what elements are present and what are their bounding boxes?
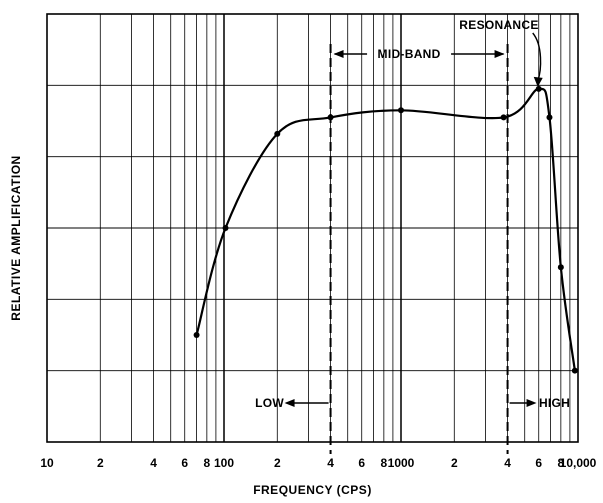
x-tick-label: 6 [358,456,365,470]
data-point [571,367,578,374]
data-point [274,130,281,137]
x-tick-label: 8 [381,456,388,470]
data-point [546,114,553,121]
low-label: LOW [255,396,284,410]
response-curve-line [195,87,576,371]
x-tick-label: 6 [181,456,188,470]
x-tick-label: 1000 [388,456,415,470]
resonance-arrowhead [533,76,543,87]
band-boundaries [329,44,509,454]
data-point [222,225,229,231]
low-arrowhead [284,399,295,407]
annotations: MID-BAND LOW HIGH RESONANCE [255,18,570,410]
x-tick-labels: 10 2 4 6 8 100 2 4 6 8 1000 2 4 6 810,000 [40,456,596,470]
resonance-label: RESONANCE [459,18,538,32]
data-point [500,114,507,121]
chart-grid [47,14,578,442]
data-points [193,85,578,374]
x-tick-label: 8 [558,456,565,470]
x-tick-label: 4 [150,456,157,470]
x-tick-label: 4 [327,456,334,470]
mid-band-left-arrowhead [333,50,344,58]
resonance-arrow [532,32,542,82]
x-tick-label: 10 [40,456,54,470]
x-tick-label: 10,000 [560,456,597,470]
data-point [193,332,200,338]
x-tick-label: 8 [204,456,211,470]
x-tick-label: 2 [274,456,281,470]
x-tick-label: 100 [214,456,234,470]
data-point [398,107,404,114]
y-axis-label: RELATIVE AMPLIFICATION [9,155,23,320]
mid-band-label: MID-BAND [378,47,441,61]
data-point [535,85,542,92]
high-label: HIGH [539,396,570,410]
high-arrowhead [526,399,537,407]
response-curve [195,87,576,371]
mid-band-right-arrowhead [494,50,505,58]
x-tick-label: 4 [504,456,511,470]
plot-frame [46,13,579,443]
x-tick-label: 6 [535,456,542,470]
x-tick-label: 2 [451,456,458,470]
data-point [327,114,334,121]
x-axis-label: FREQUENCY (CPS) [253,483,372,497]
data-point [557,264,564,271]
x-tick-label: 2 [97,456,104,470]
